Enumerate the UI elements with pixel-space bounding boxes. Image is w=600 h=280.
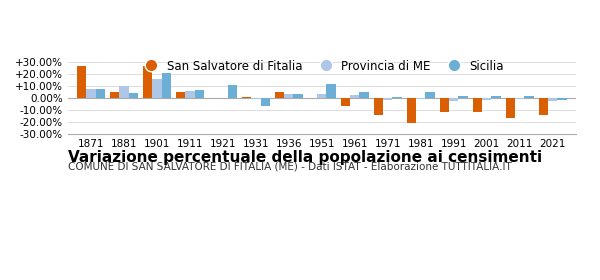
Bar [77,66,86,98]
Bar [185,91,194,98]
Bar [227,85,237,98]
Bar [260,98,270,106]
Bar [326,84,336,98]
Bar [209,98,218,99]
Bar [341,98,350,106]
Bar [407,98,416,123]
Bar [416,98,425,99]
Bar [293,94,303,98]
Bar [557,98,566,100]
Bar [194,90,204,98]
Bar [251,98,260,99]
Bar [161,73,171,98]
Bar [308,98,317,99]
Bar [539,98,548,115]
Bar [374,98,383,115]
Bar [473,98,482,112]
Bar [143,66,152,98]
Bar [515,98,524,99]
Bar [359,92,369,98]
Bar [128,93,138,98]
Text: Variazione percentuale della popolazione ai censimenti: Variazione percentuale della popolazione… [68,150,542,165]
Bar [458,96,467,98]
Bar [110,92,119,98]
Bar [317,94,326,98]
Bar [548,98,557,101]
Bar [242,97,251,98]
Bar [119,87,128,98]
Bar [95,89,105,98]
Bar [392,97,401,98]
Bar [176,92,185,98]
Bar [524,96,533,98]
Bar [350,95,359,98]
Text: COMUNE DI SAN SALVATORE DI FITALIA (ME) - Dati ISTAT - Elaborazione TUTTITALIA.I: COMUNE DI SAN SALVATORE DI FITALIA (ME) … [68,161,512,171]
Bar [440,98,449,112]
Bar [449,98,458,101]
Bar [482,98,491,100]
Bar [86,90,95,98]
Bar [284,94,293,98]
Bar [383,98,392,100]
Bar [491,96,500,98]
Bar [506,98,515,118]
Legend: San Salvatore di Fitalia, Provincia di ME, Sicilia: San Salvatore di Fitalia, Provincia di M… [135,55,509,77]
Bar [152,79,161,98]
Bar [275,92,284,98]
Bar [425,92,434,98]
